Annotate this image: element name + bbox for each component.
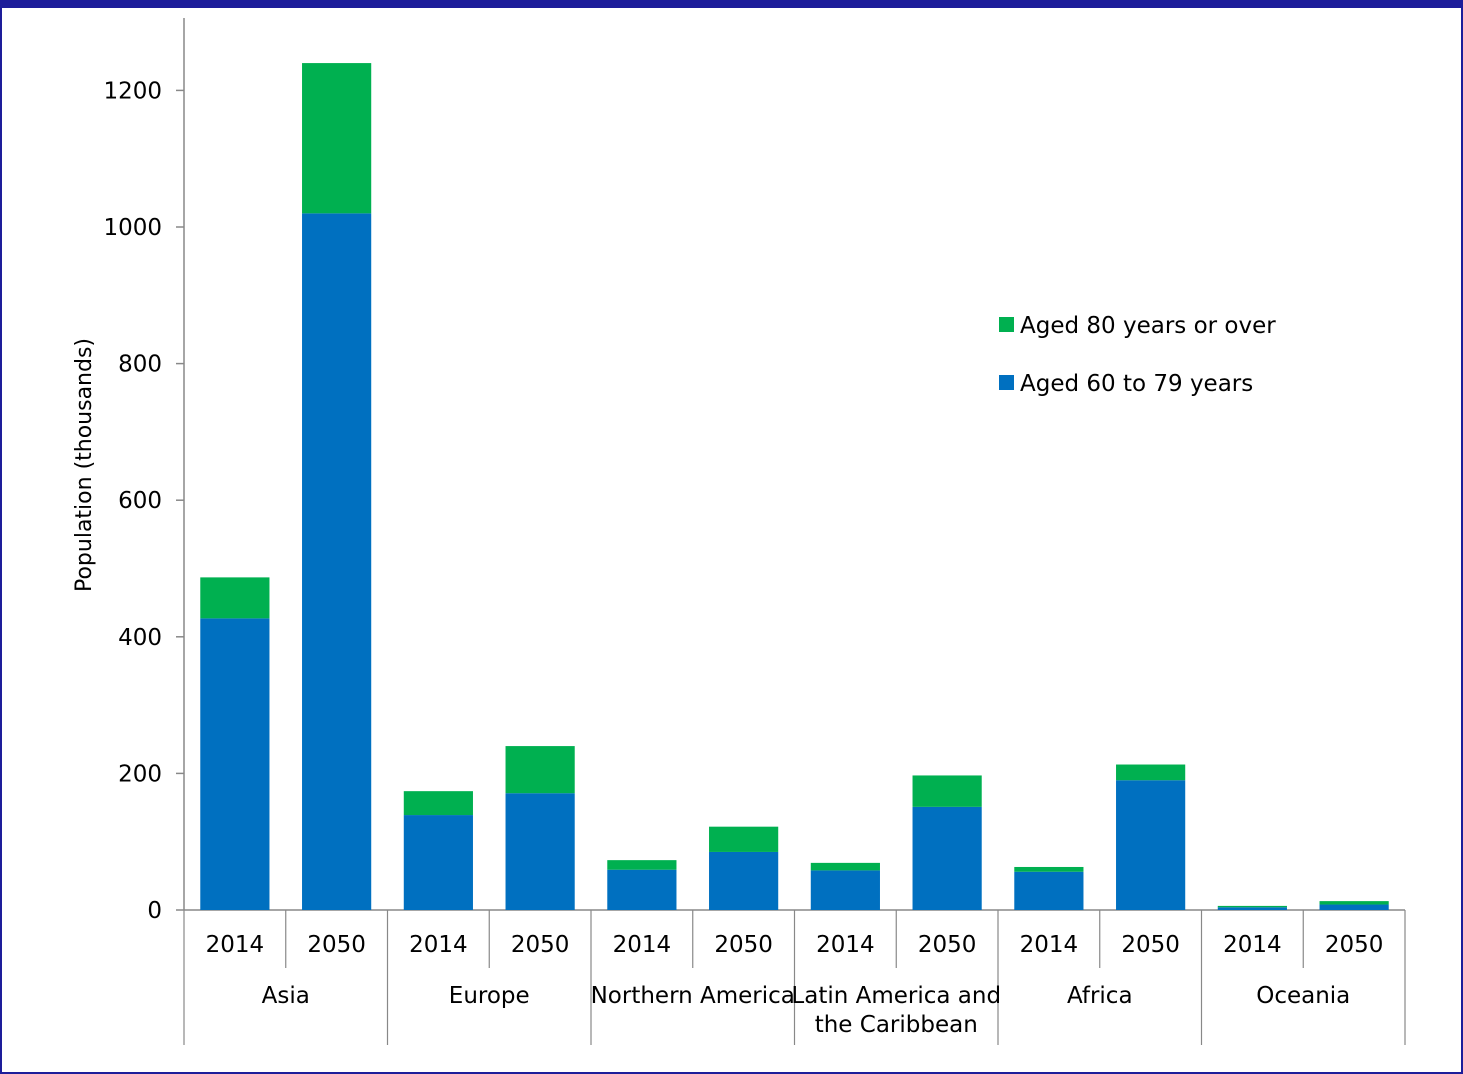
x-group-label: Asia xyxy=(262,983,310,1009)
legend-swatch xyxy=(999,375,1014,390)
bar-aged-80-plus xyxy=(403,791,473,816)
legend-label: Aged 80 years or over xyxy=(1020,313,1276,339)
y-tick-label: 1000 xyxy=(103,215,162,241)
y-tick-label: 400 xyxy=(118,625,162,651)
bar-aged-80-plus xyxy=(1319,901,1389,905)
x-group-label: the Caribbean xyxy=(815,1012,978,1038)
bar-aged-60-79 xyxy=(709,851,779,910)
x-year-label: 2050 xyxy=(307,932,366,958)
x-year-label: 2014 xyxy=(1020,932,1079,958)
y-tick-label: 0 xyxy=(147,898,162,924)
bar-aged-60-79 xyxy=(505,793,575,910)
bar-aged-80-plus xyxy=(1014,866,1084,872)
y-tick-label: 800 xyxy=(118,352,162,378)
x-year-label: 2014 xyxy=(1223,932,1282,958)
legend-label: Aged 60 to 79 years xyxy=(1020,371,1253,397)
bar-aged-60-79 xyxy=(1014,871,1084,910)
x-group-label: Africa xyxy=(1067,983,1133,1009)
bars xyxy=(200,63,1389,911)
x-group-label: Latin America and xyxy=(791,983,1001,1009)
y-tick-label: 1200 xyxy=(103,78,162,104)
x-group-label: Northern America xyxy=(591,983,795,1009)
bar-aged-60-79 xyxy=(403,815,473,910)
y-tick-label: 600 xyxy=(118,488,162,514)
bar-aged-60-79 xyxy=(1319,904,1389,910)
x-group-label: Oceania xyxy=(1256,983,1350,1009)
bar-aged-80-plus xyxy=(505,746,575,794)
x-year-label: 2050 xyxy=(918,932,977,958)
bar-aged-80-plus xyxy=(709,826,779,852)
legend-swatch xyxy=(999,317,1014,332)
bar-aged-60-79 xyxy=(1116,780,1186,910)
x-group-label: Europe xyxy=(449,983,530,1009)
title-strip xyxy=(0,0,1463,8)
x-year-label: 2014 xyxy=(206,932,265,958)
bar-aged-80-plus xyxy=(1116,764,1186,781)
x-year-label: 2050 xyxy=(714,932,773,958)
bar-aged-80-plus xyxy=(912,775,982,807)
bar-aged-60-79 xyxy=(912,806,982,910)
bar-aged-80-plus xyxy=(607,860,677,870)
axes: 0 200 400 600 800 1000 1200 xyxy=(103,18,1405,924)
bar-aged-60-79 xyxy=(1217,907,1287,910)
x-year-label: 2050 xyxy=(511,932,570,958)
bar-aged-60-79 xyxy=(607,869,677,910)
x-year-label: 2014 xyxy=(613,932,672,958)
bar-aged-80-plus xyxy=(200,577,270,619)
y-axis-title: Population (thousands) xyxy=(72,338,97,592)
bar-aged-60-79 xyxy=(200,618,270,910)
bar-aged-80-plus xyxy=(1217,905,1287,908)
x-axis-labels: 2014 2050 2014 2050 2014 2050 2014 2050 2014 2050… xyxy=(183,910,1406,1045)
bar-aged-60-79 xyxy=(302,213,372,911)
legend: Aged 80 years or over Aged 60 to 79 years xyxy=(999,313,1276,397)
x-year-label: 2050 xyxy=(1325,932,1384,958)
x-year-label: 2014 xyxy=(409,932,468,958)
y-tick-label: 200 xyxy=(118,761,162,787)
x-year-label: 2050 xyxy=(1121,932,1180,958)
bar-aged-80-plus xyxy=(810,862,880,871)
x-year-label: 2014 xyxy=(816,932,875,958)
bar-aged-60-79 xyxy=(810,870,880,910)
bar-aged-80-plus xyxy=(302,63,372,214)
